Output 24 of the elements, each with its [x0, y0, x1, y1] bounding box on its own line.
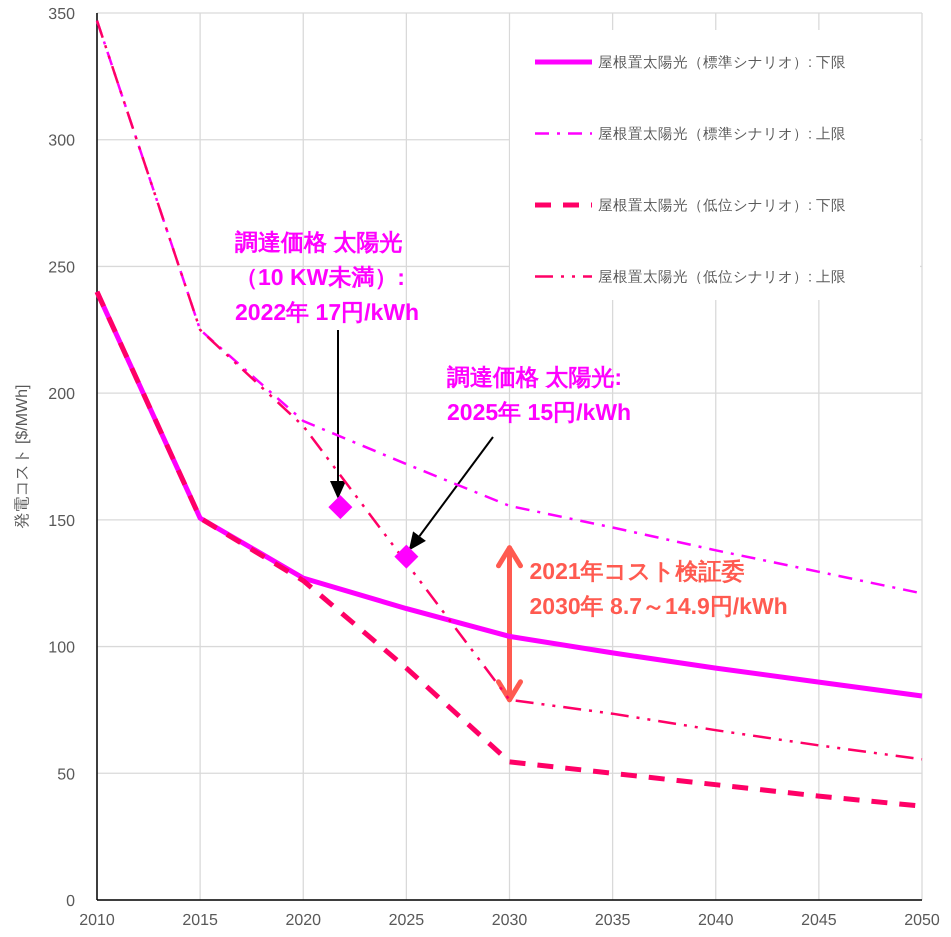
y-axis-title: 発電コスト [$/MWh] — [14, 384, 31, 529]
y-tick-label: 0 — [66, 893, 76, 910]
y-tick-label: 200 — [48, 386, 76, 404]
line-series — [96, 19, 924, 761]
legend-label: 屋根置太陽光（標準シナリオ）: 上限 — [598, 126, 846, 142]
annotation: 2021年コスト検証委 2030年 8.7～14.9円/kWh — [530, 558, 788, 619]
x-tick-label: 2010 — [79, 912, 115, 929]
x-tick-label: 2030 — [492, 912, 528, 929]
legend-label: 屋根置太陽光（低位シナリオ）: 上限 — [598, 268, 846, 286]
x-tick-label: 2035 — [594, 912, 631, 929]
y-tick-label: 50 — [57, 766, 76, 784]
x-tick-label: 2040 — [698, 912, 734, 929]
y-tick-label: 300 — [48, 132, 76, 150]
x-tick-label: 2050 — [904, 912, 940, 929]
x-tick-label: 2025 — [388, 912, 424, 929]
x-tick-label: 2020 — [285, 912, 322, 929]
x-tick-label: 2045 — [801, 912, 837, 929]
y-tick-label: 350 — [48, 6, 76, 23]
x-tick-label: 2015 — [182, 912, 218, 929]
y-tick-label: 150 — [48, 512, 76, 530]
legend-label: 屋根置太陽光（低位シナリオ）: 下限 — [598, 197, 846, 214]
y-tick-label: 250 — [48, 259, 76, 276]
legend-label: 屋根置太陽光（標準シナリオ）: 下限 — [598, 54, 846, 71]
y-tick-label: 100 — [48, 640, 76, 657]
